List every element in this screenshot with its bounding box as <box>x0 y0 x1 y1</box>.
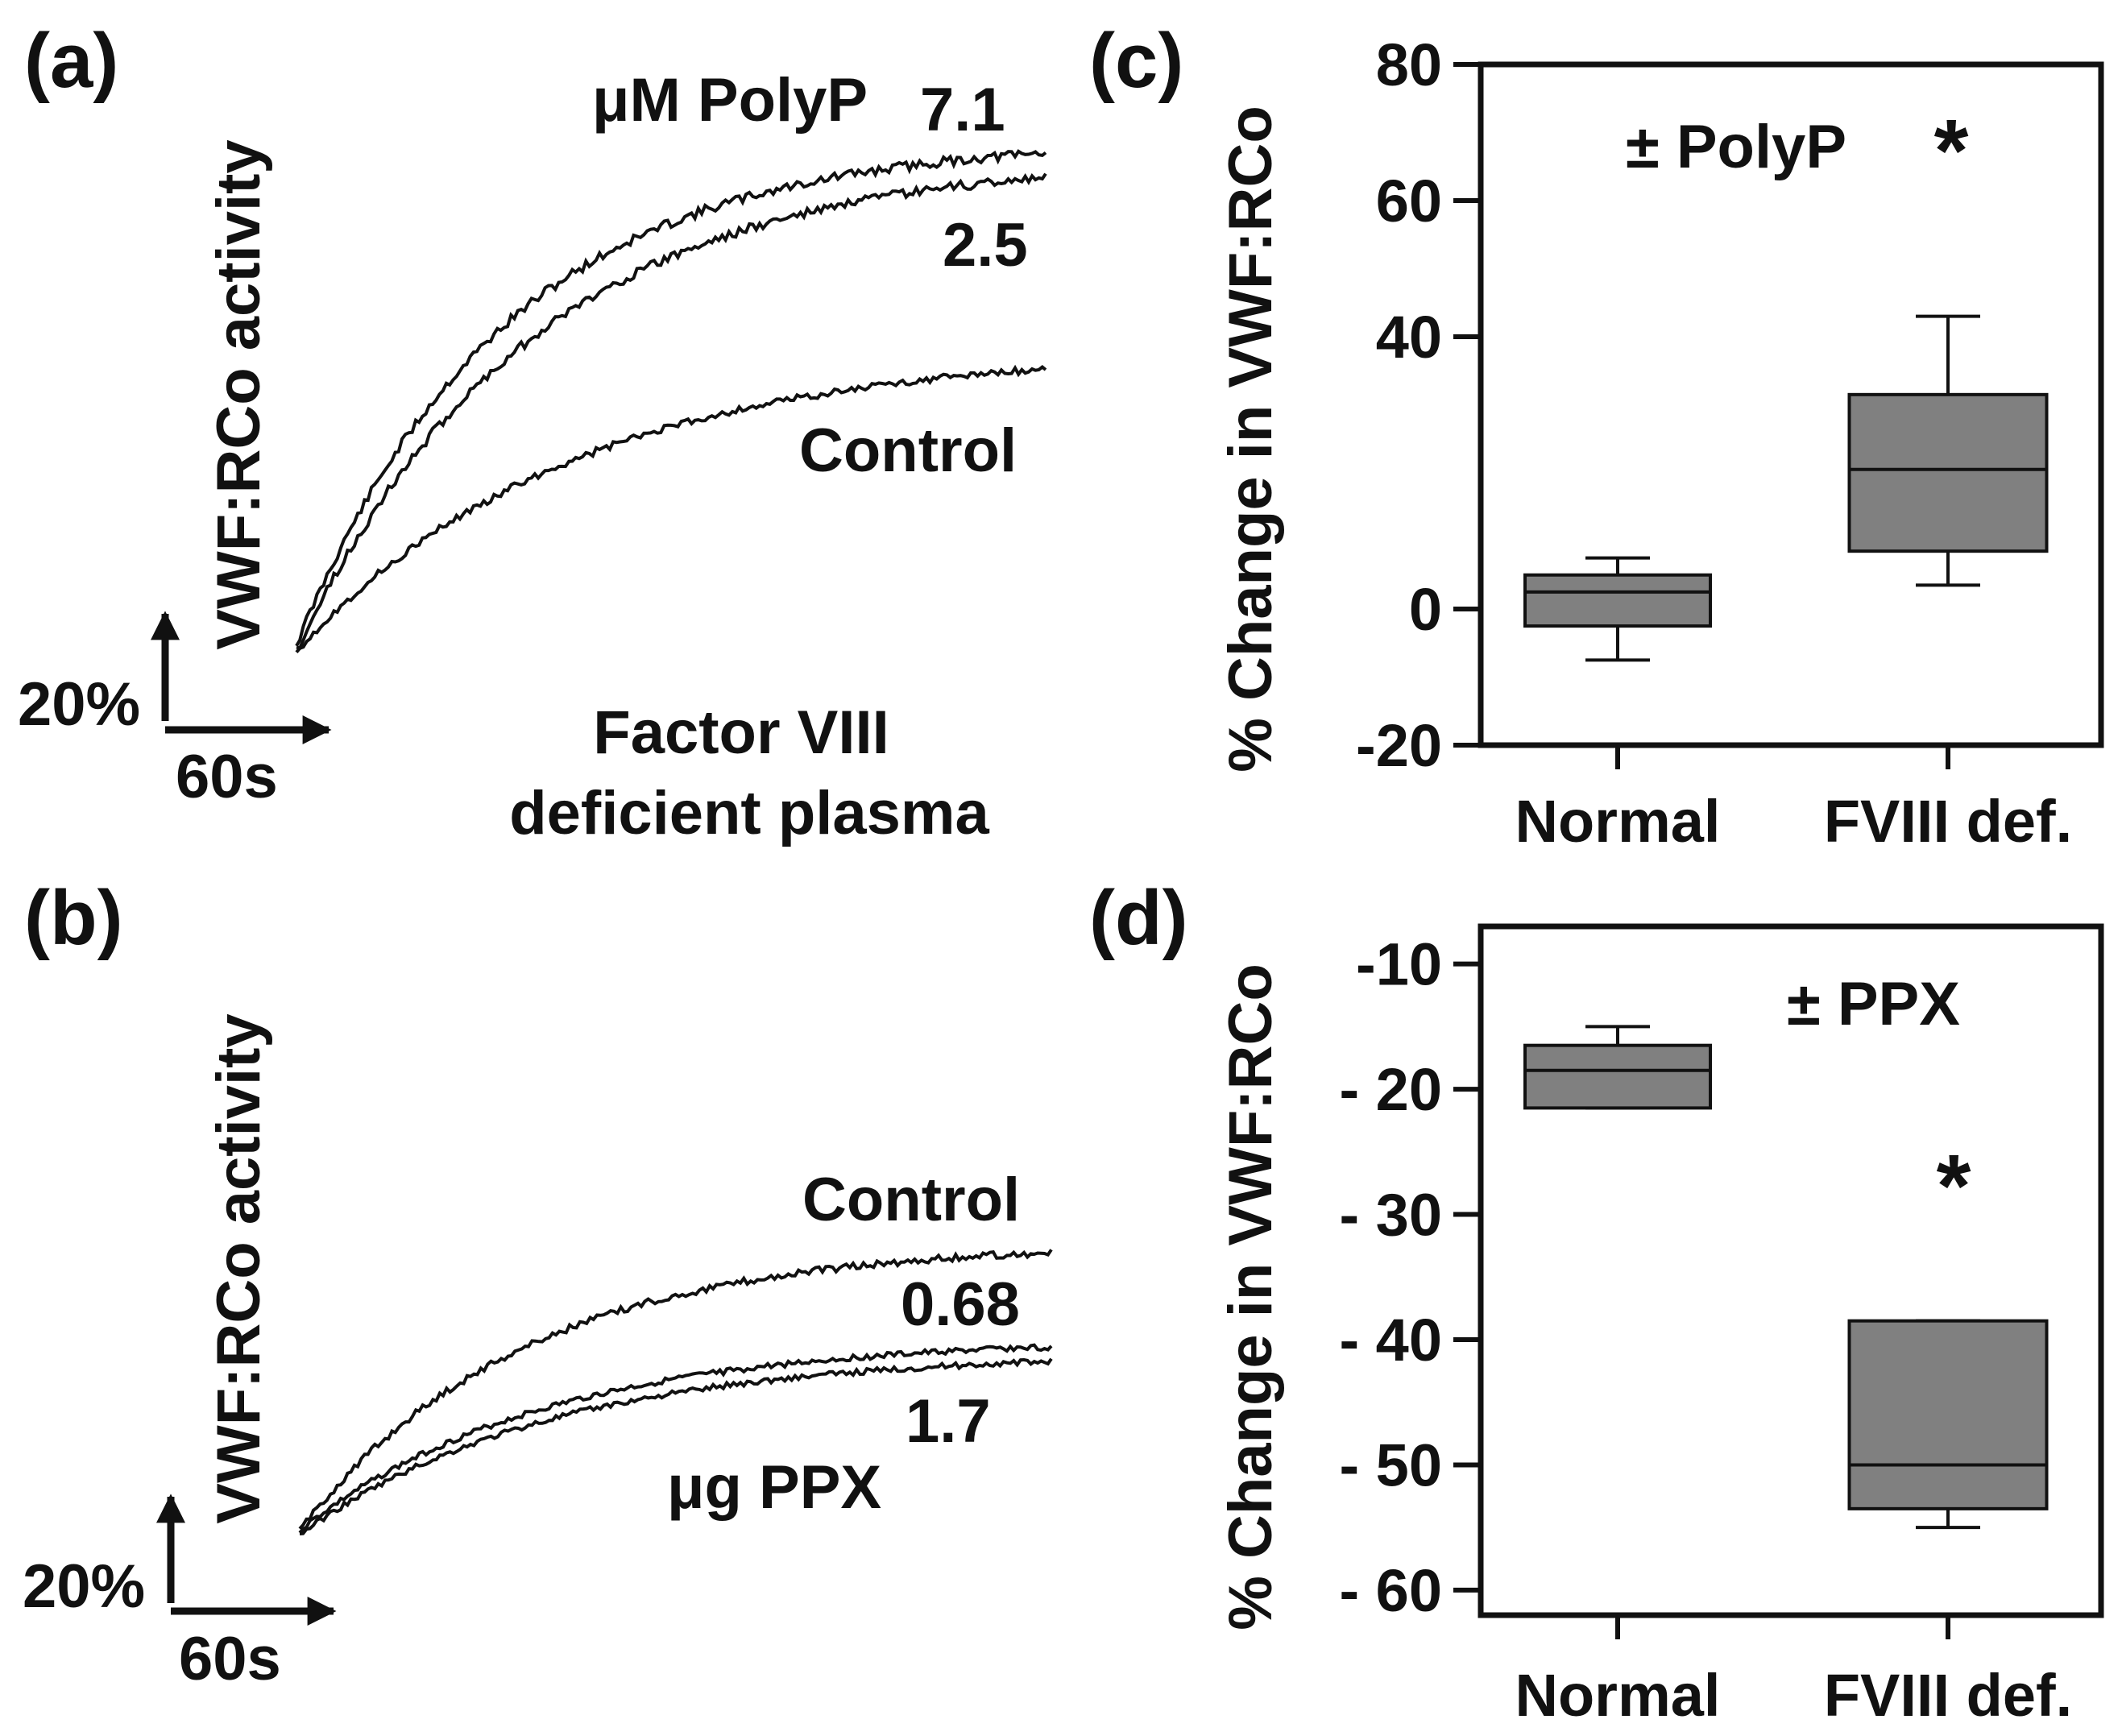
panel-d-label: (d) <box>1089 875 1188 961</box>
panel-a-ylabel: VWF:RCo activity <box>205 139 273 649</box>
panel-c-significance-star: * <box>1934 102 1969 201</box>
svg-text:- 20: - 20 <box>1339 1056 1442 1123</box>
panel-b-trace-control <box>298 1249 1053 1531</box>
panel-c-annotation: ± PolyP <box>1626 113 1846 181</box>
panel-d-ylabel: % Change in VWF:RCo <box>1216 963 1285 1630</box>
panel-a-label-control: Control <box>799 416 1017 485</box>
panel-b-scale-y-label: 20% <box>23 1552 145 1621</box>
svg-text:80: 80 <box>1376 31 1442 98</box>
panel-b-trace-1-7 <box>299 1357 1053 1535</box>
panel-c-ytick-80: 80 <box>1376 31 1481 98</box>
panel-d-ytick-minus30: - 30 <box>1339 1182 1481 1249</box>
panel-c-xlabel-normal: Normal <box>1515 788 1721 855</box>
svg-text:-20: -20 <box>1356 712 1442 779</box>
panel-a-trace-7-1 <box>295 149 1047 647</box>
svg-text:60: 60 <box>1376 168 1442 234</box>
panel-c-ytick-minus20: -20 <box>1356 712 1481 779</box>
panel-c-box-fviii <box>1847 314 2049 587</box>
panel-d-y-axis: -10 - 20 - 30 - 40 - 50 - 60 <box>1339 931 1481 1624</box>
svg-text:40: 40 <box>1376 304 1442 371</box>
panel-a-label-7-1: 7.1 <box>920 76 1005 144</box>
panel-c: (c) % Change in VWF:RCo 80 60 40 0 -20 N… <box>1089 18 2104 855</box>
panel-a-trace-2-5 <box>296 172 1047 650</box>
svg-text:0: 0 <box>1409 576 1442 643</box>
panel-b-unit-label: μg PPX <box>667 1453 881 1522</box>
panel-d-plot-frame <box>1478 923 2104 1618</box>
svg-text:- 50: - 50 <box>1339 1431 1442 1498</box>
panel-c-xlabel-fviii: FVIII def. <box>1824 788 2072 855</box>
panel-b-label-1-7: 1.7 <box>906 1387 991 1456</box>
panel-d-ytick-minus10: -10 <box>1356 931 1481 998</box>
panel-c-ylabel: % Change in VWF:RCo <box>1216 106 1285 773</box>
panel-b-scale-x-label: 60s <box>179 1625 281 1693</box>
panel-c-plot-frame <box>1478 61 2104 748</box>
panel-b-label-control: Control <box>802 1166 1020 1234</box>
panel-d-significance-star: * <box>1937 1137 1971 1236</box>
panel-a-scale-y-label: 20% <box>18 670 140 739</box>
panel-a-caption-line1: Factor VIII <box>593 698 889 767</box>
svg-text:- 60: - 60 <box>1339 1557 1442 1624</box>
panel-d-xlabel-fviii: FVIII def. <box>1824 1662 2072 1729</box>
panel-d-ytick-minus40: - 40 <box>1339 1307 1481 1373</box>
panel-a-trace-control <box>295 364 1047 653</box>
panel-c-ytick-40: 40 <box>1376 304 1481 371</box>
panel-a-concentration-header: μM PolyP <box>592 66 868 135</box>
panel-c-box-normal <box>1523 556 1712 662</box>
svg-text:-10: -10 <box>1356 931 1442 998</box>
panel-c-y-axis: 80 60 40 0 -20 <box>1356 31 1481 779</box>
panel-d-xlabel-normal: Normal <box>1515 1662 1721 1729</box>
panel-d-box-normal <box>1523 1025 1712 1110</box>
panel-a: (a) VWF:RCo activity 20% 60s μM PolyP 7.… <box>18 18 1047 847</box>
panel-b-label-0-68: 0.68 <box>901 1270 1020 1339</box>
panel-a-scale-x-label: 60s <box>176 743 278 811</box>
panel-d-ytick-minus60: - 60 <box>1339 1557 1481 1624</box>
panel-c-ytick-0: 0 <box>1409 576 1481 643</box>
panel-b-label: (b) <box>24 875 123 961</box>
panel-b: (b) VWF:RCo activity 20% 60s Control 0.6… <box>23 875 1053 1693</box>
panel-a-label-2-5: 2.5 <box>943 211 1028 280</box>
panel-a-caption-line2: deficient plasma <box>509 779 989 847</box>
panel-c-label: (c) <box>1089 18 1183 104</box>
panel-d-ytick-minus20: - 20 <box>1339 1056 1481 1123</box>
panel-d-ytick-minus50: - 50 <box>1339 1431 1481 1498</box>
panel-d: (d) % Change in VWF:RCo -10 - 20 - 30 - … <box>1089 875 2104 1729</box>
panel-a-label: (a) <box>24 18 118 104</box>
panel-b-ylabel: VWF:RCo activity <box>205 1013 273 1523</box>
panel-d-annotation: ± PPX <box>1787 970 1960 1038</box>
svg-text:- 40: - 40 <box>1339 1307 1442 1373</box>
svg-text:- 30: - 30 <box>1339 1182 1442 1249</box>
panel-d-box-fviii <box>1847 1319 2049 1530</box>
panel-c-ytick-60: 60 <box>1376 168 1481 234</box>
panel-b-trace-0-68 <box>298 1343 1053 1535</box>
